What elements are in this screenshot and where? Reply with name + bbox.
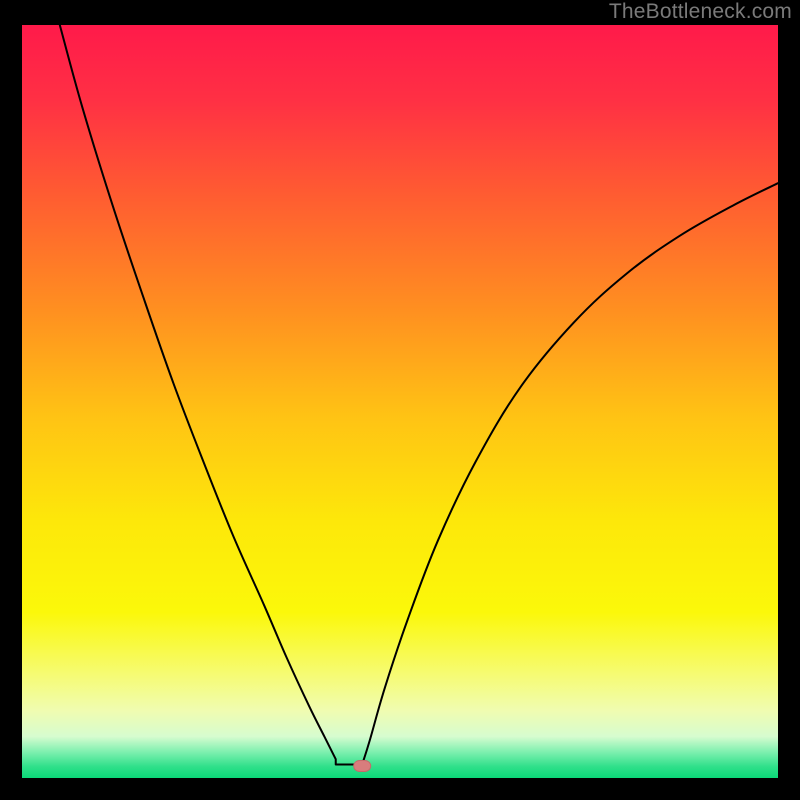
plot-background [22,25,778,778]
plot-svg [22,25,778,778]
optimal-point-marker [354,760,371,771]
watermark-text: TheBottleneck.com [609,0,792,24]
chart-container: TheBottleneck.com [0,0,800,800]
